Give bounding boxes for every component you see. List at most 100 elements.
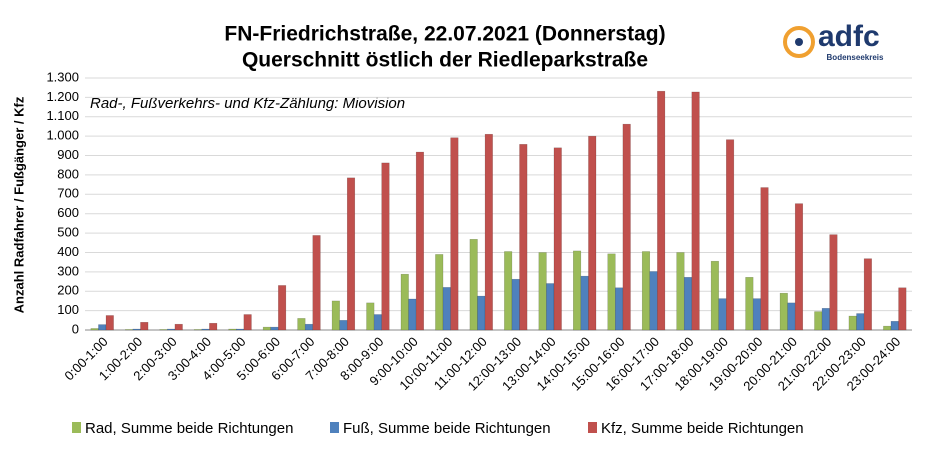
legend-swatch [72, 422, 81, 433]
bar [504, 251, 513, 331]
y-tick-label: 400 [57, 244, 79, 259]
logo-text: adfc [818, 20, 880, 53]
bar [787, 302, 796, 331]
bar [821, 308, 830, 331]
bar [863, 258, 872, 331]
bar [890, 321, 899, 331]
bar [193, 329, 203, 331]
bar [710, 260, 719, 331]
bar [400, 273, 409, 331]
bar [676, 252, 685, 331]
bar [140, 321, 149, 331]
y-tick-label: 700 [57, 186, 79, 201]
y-tick-label: 1.300 [46, 69, 79, 84]
bar [641, 251, 651, 331]
bar [366, 302, 375, 331]
bar [469, 239, 478, 331]
y-tick-label: 300 [57, 263, 79, 278]
bar [546, 283, 555, 331]
logo-ring [783, 26, 815, 58]
y-tick-label: 800 [57, 166, 79, 181]
bar [98, 324, 107, 331]
bar [745, 277, 754, 331]
bar [718, 298, 727, 331]
bar [752, 298, 761, 331]
bar [201, 328, 210, 331]
y-tick-label: 100 [57, 302, 79, 317]
bar [435, 254, 444, 331]
bar [553, 147, 562, 331]
y-tick-label: 200 [57, 283, 79, 298]
bar [339, 320, 348, 331]
bar [312, 235, 321, 331]
chart-subtitle: Querschnitt östlich der Riedleparkstraße [242, 49, 648, 72]
bar [607, 253, 616, 331]
bar [760, 187, 769, 331]
bar [90, 328, 99, 331]
bar [167, 328, 176, 331]
bar [484, 133, 493, 331]
bar [511, 278, 520, 331]
bar [573, 250, 582, 331]
y-tick-label: 900 [57, 147, 79, 162]
bar [159, 329, 168, 331]
bar [657, 90, 666, 331]
bar [132, 328, 141, 331]
legend-label: Rad, Summe beide Richtungen [85, 420, 293, 437]
legend-swatch [330, 422, 339, 433]
bar [848, 315, 857, 331]
logo: adfc Bodenseekreis [783, 20, 884, 62]
bar [649, 271, 658, 331]
bar [898, 287, 907, 331]
y-tick-label: 600 [57, 205, 79, 220]
y-axis-label: Anzahl Radfahrer / Fußgänger / Kfz [11, 96, 26, 313]
bar [829, 234, 838, 331]
bar [538, 252, 547, 331]
legend-label: Fuß, Summe beide Richtungen [343, 420, 551, 437]
bar [373, 314, 382, 331]
y-tick-label: 1.100 [46, 108, 79, 123]
bar [346, 177, 356, 331]
logo-subtext: Bodenseekreis [827, 53, 884, 62]
legend-swatch [588, 422, 597, 433]
bar [297, 318, 306, 331]
bar [794, 203, 804, 331]
bar [442, 287, 451, 331]
legend-label: Kfz, Summe beide Richtungen [601, 420, 804, 437]
bar [856, 313, 865, 331]
bar [580, 275, 589, 331]
logo-dot [795, 38, 803, 46]
bar [304, 323, 314, 331]
bar [408, 298, 417, 331]
bar [228, 328, 237, 331]
bar [209, 322, 218, 331]
bar [105, 315, 114, 331]
bar [125, 329, 134, 331]
y-tick-label: 1.000 [46, 128, 79, 143]
bar [683, 277, 693, 331]
bar [270, 326, 279, 331]
bar [243, 314, 252, 331]
bar [174, 323, 183, 331]
bar [450, 137, 459, 331]
bar [381, 162, 390, 331]
bar [262, 326, 271, 331]
y-tick-label: 1.200 [46, 89, 79, 104]
bar [519, 144, 528, 331]
bar [691, 91, 700, 331]
bar [622, 123, 631, 331]
bar [278, 285, 287, 331]
bar [415, 151, 424, 331]
bar [331, 300, 340, 331]
bar [779, 292, 788, 331]
bar [236, 328, 245, 331]
chart-title: FN-Friedrichstraße, 22.07.2021 (Donnerst… [224, 23, 665, 46]
bar [883, 325, 892, 331]
bar [726, 139, 735, 331]
annotation: Rad-, Fußverkehrs- und Kfz-Zählung: Miov… [90, 95, 405, 112]
y-tick-label: 500 [57, 225, 79, 240]
bar [615, 287, 624, 331]
bar [814, 311, 823, 331]
bar [477, 295, 486, 331]
